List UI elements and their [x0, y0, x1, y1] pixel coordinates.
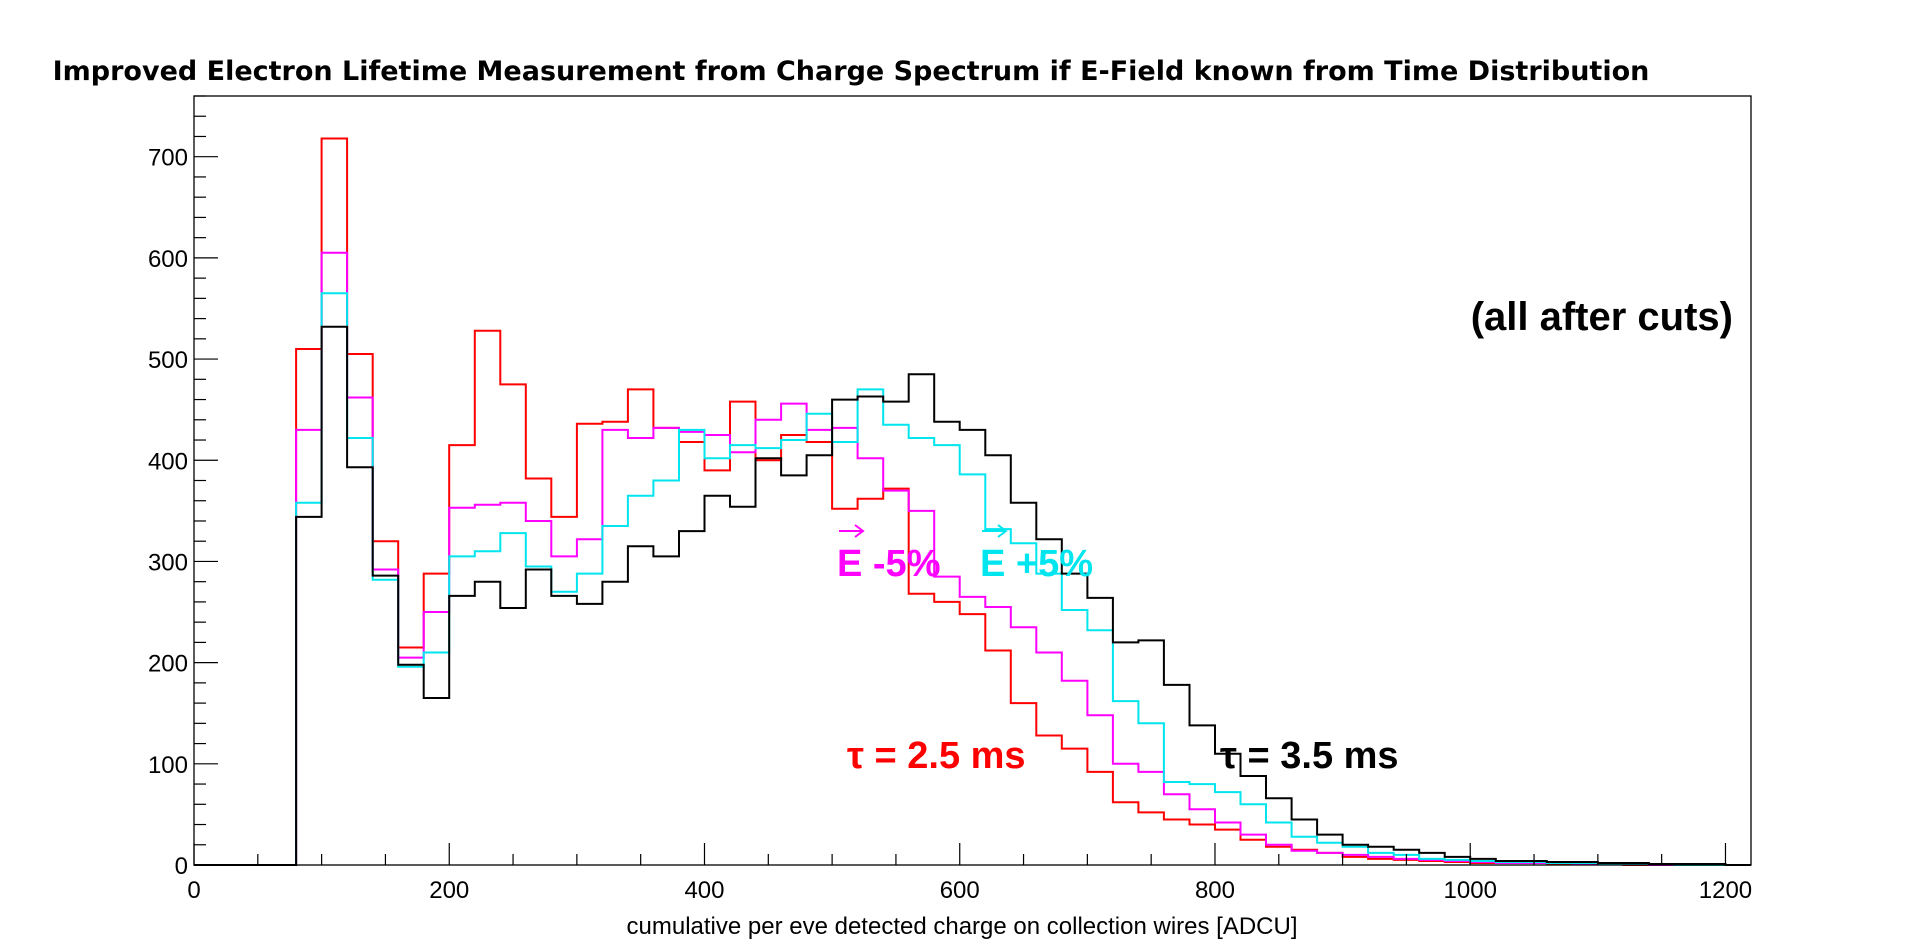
y-tick-label: 400 [148, 448, 188, 475]
series-layer [194, 137, 1751, 866]
annotation-tau-3-5: τ = 3.5 ms [1220, 735, 1399, 777]
annotation-e-plus: E +5% [980, 524, 1093, 585]
y-axis: 0 100 200 300 400 500 600 700 [148, 95, 218, 880]
x-tick-label: 1000 [1444, 877, 1497, 904]
histogram-series-3 [194, 325, 1751, 866]
y-tick-label: 100 [148, 752, 188, 779]
y-tick-label: 300 [148, 549, 188, 576]
annotation-all-after-cuts: (all after cuts) [1471, 295, 1733, 339]
x-tick-label: 0 [187, 877, 200, 904]
chart-title: Improved Electron Lifetime Measurement f… [53, 56, 1650, 87]
svg-text:E -5%: E -5% [837, 543, 940, 585]
x-axis-label: cumulative per eve detected charge on co… [627, 913, 1298, 940]
vector-arrow-icon [839, 524, 865, 538]
annotation-tau-2-5: τ = 2.5 ms [847, 735, 1026, 777]
vector-arrow-icon [982, 524, 1008, 538]
y-tick-label: 500 [148, 347, 188, 374]
y-tick-label: 200 [148, 651, 188, 678]
x-axis: 0 200 400 600 800 1000 1200 [187, 843, 1752, 904]
x-tick-label: 1200 [1699, 877, 1752, 904]
histogram-series-2 [194, 292, 1751, 866]
y-tick-label: 0 [175, 853, 188, 880]
svg-text:E +5%: E +5% [980, 543, 1093, 585]
y-tick-label: 700 [148, 145, 188, 172]
x-tick-label: 600 [940, 877, 980, 904]
x-tick-label: 800 [1195, 877, 1235, 904]
x-tick-label: 400 [684, 877, 724, 904]
annotation-e-minus: E -5% [837, 524, 940, 585]
y-tick-label: 600 [148, 246, 188, 273]
x-tick-label: 200 [429, 877, 469, 904]
